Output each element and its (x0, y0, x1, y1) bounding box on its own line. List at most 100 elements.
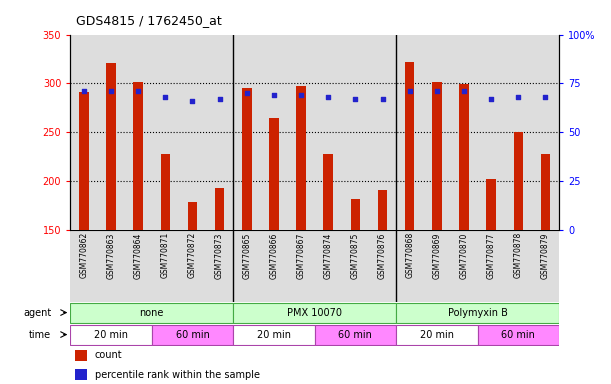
Point (513, 94, 523, 100)
Text: GSM770862: GSM770862 (79, 232, 89, 278)
Text: GSM770871: GSM770871 (161, 232, 170, 278)
Bar (541, 154, 551, 230)
Text: GSM770868: GSM770868 (405, 232, 414, 278)
Text: GSM770870: GSM770870 (459, 232, 469, 278)
Bar (315, 230, 342, 302)
Bar (233, 35, 260, 230)
Bar (75, 369, 87, 380)
Bar (97, 230, 125, 302)
Bar (396, 230, 423, 302)
Point (459, 88, 469, 94)
Bar (369, 230, 396, 302)
Bar (179, 230, 206, 302)
Text: agent: agent (23, 308, 51, 318)
Text: GSM770875: GSM770875 (351, 232, 360, 278)
Bar (233, 303, 396, 323)
Bar (405, 62, 414, 230)
Text: Polymyxin B: Polymyxin B (448, 308, 508, 318)
Bar (478, 230, 505, 302)
Text: 60 min: 60 min (175, 329, 210, 339)
Bar (152, 35, 179, 230)
Bar (450, 230, 478, 302)
Bar (188, 202, 197, 230)
Bar (215, 188, 224, 230)
Point (79, 88, 89, 94)
Bar (315, 325, 396, 345)
Point (541, 94, 551, 100)
Text: GSM770878: GSM770878 (514, 232, 523, 278)
Bar (260, 230, 288, 302)
Bar (532, 230, 559, 302)
Text: GSM770877: GSM770877 (487, 232, 496, 278)
Text: GSM770874: GSM770874 (324, 232, 333, 278)
Point (161, 94, 170, 100)
Text: GSM770876: GSM770876 (378, 232, 387, 278)
Text: 60 min: 60 min (338, 329, 372, 339)
Text: GSM770873: GSM770873 (215, 232, 224, 278)
Bar (378, 190, 387, 230)
Bar (423, 230, 450, 302)
Bar (432, 83, 442, 230)
Bar (315, 35, 342, 230)
Point (133, 88, 143, 94)
Text: GSM770863: GSM770863 (106, 232, 115, 278)
Bar (342, 35, 369, 230)
Bar (179, 35, 206, 230)
Text: 60 min: 60 min (502, 329, 535, 339)
Bar (125, 230, 152, 302)
Bar (532, 35, 559, 230)
Text: GSM770872: GSM770872 (188, 232, 197, 278)
Text: GSM770879: GSM770879 (541, 232, 550, 278)
Text: 20 min: 20 min (420, 329, 454, 339)
Bar (396, 325, 478, 345)
Point (242, 90, 252, 96)
Bar (79, 92, 89, 230)
Point (486, 96, 496, 102)
Bar (296, 86, 306, 230)
Point (106, 88, 116, 94)
Point (214, 96, 224, 102)
Bar (206, 35, 233, 230)
Text: GSM770867: GSM770867 (296, 232, 306, 278)
Bar (288, 230, 315, 302)
Bar (423, 35, 450, 230)
Bar (152, 325, 233, 345)
Text: time: time (29, 329, 51, 339)
Bar (242, 88, 252, 230)
Point (296, 92, 306, 98)
Bar (342, 230, 369, 302)
Text: percentile rank within the sample: percentile rank within the sample (95, 369, 260, 379)
Bar (505, 230, 532, 302)
Text: 20 min: 20 min (257, 329, 291, 339)
Bar (152, 230, 179, 302)
Bar (369, 35, 396, 230)
Text: GDS4815 / 1762450_at: GDS4815 / 1762450_at (76, 14, 222, 27)
Bar (351, 199, 360, 230)
Bar (97, 35, 125, 230)
Text: GSM770864: GSM770864 (134, 232, 142, 278)
Bar (396, 303, 559, 323)
Point (405, 88, 415, 94)
Bar (260, 35, 288, 230)
Bar (450, 35, 478, 230)
Bar (396, 35, 423, 230)
Text: GSM770869: GSM770869 (433, 232, 441, 278)
Text: GSM770865: GSM770865 (243, 232, 251, 278)
Text: 20 min: 20 min (94, 329, 128, 339)
Bar (233, 230, 260, 302)
Bar (133, 83, 143, 230)
Text: GSM770866: GSM770866 (269, 232, 279, 278)
Bar (505, 35, 532, 230)
Bar (206, 230, 233, 302)
Text: PMX 10070: PMX 10070 (287, 308, 342, 318)
Bar (288, 35, 315, 230)
Bar (106, 63, 115, 230)
Bar (75, 350, 87, 361)
Bar (70, 35, 97, 230)
Bar (233, 325, 315, 345)
Bar (323, 154, 333, 230)
Bar (161, 154, 170, 230)
Bar (486, 179, 496, 230)
Bar (70, 303, 233, 323)
Bar (514, 132, 523, 230)
